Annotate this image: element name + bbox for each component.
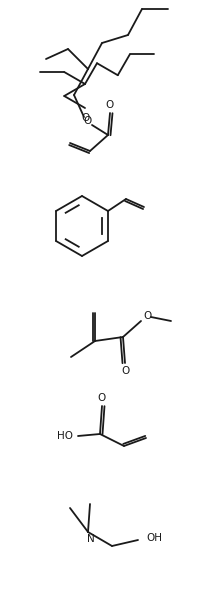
Text: O: O — [122, 366, 130, 376]
Text: O: O — [143, 311, 151, 321]
Text: O: O — [81, 113, 89, 123]
Text: O: O — [98, 393, 106, 403]
Text: OH: OH — [146, 533, 162, 543]
Text: HO: HO — [57, 431, 73, 441]
Text: N: N — [87, 534, 95, 544]
Text: O: O — [84, 116, 92, 126]
Text: O: O — [106, 100, 114, 110]
